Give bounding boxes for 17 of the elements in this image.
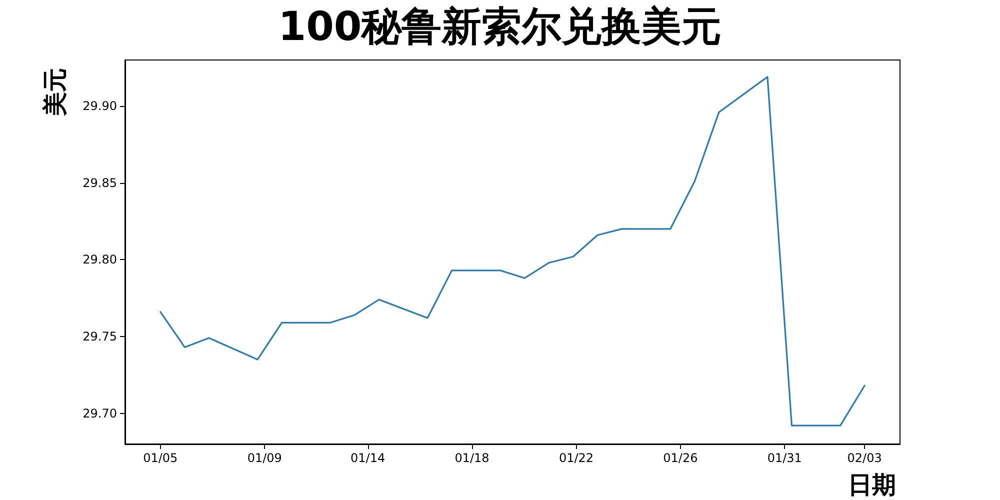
x-tick-label: 01/14 [350,451,386,465]
x-tick-label: 01/18 [454,451,490,465]
x-tick-label: 02/03 [847,451,882,465]
x-tick-label: 01/31 [767,451,802,465]
x-tick-label: 01/22 [558,451,594,465]
y-tick-label: 29.70 [82,406,117,420]
x-tick-label: 01/09 [247,451,282,465]
x-tick-label: 01/26 [663,451,698,465]
line-series [160,76,866,426]
chart-title: 100秘鲁新索尔兑换美元 [278,4,722,50]
y-tick-label: 29.75 [82,329,117,344]
x-tick-label: 01/05 [143,451,178,465]
y-axis-title: 美元 [41,68,69,117]
y-tick-label: 29.90 [82,99,117,114]
y-tick-label: 29.85 [82,176,117,190]
y-tick-label: 29.80 [82,252,117,267]
x-axis-title: 日期 [848,471,896,499]
